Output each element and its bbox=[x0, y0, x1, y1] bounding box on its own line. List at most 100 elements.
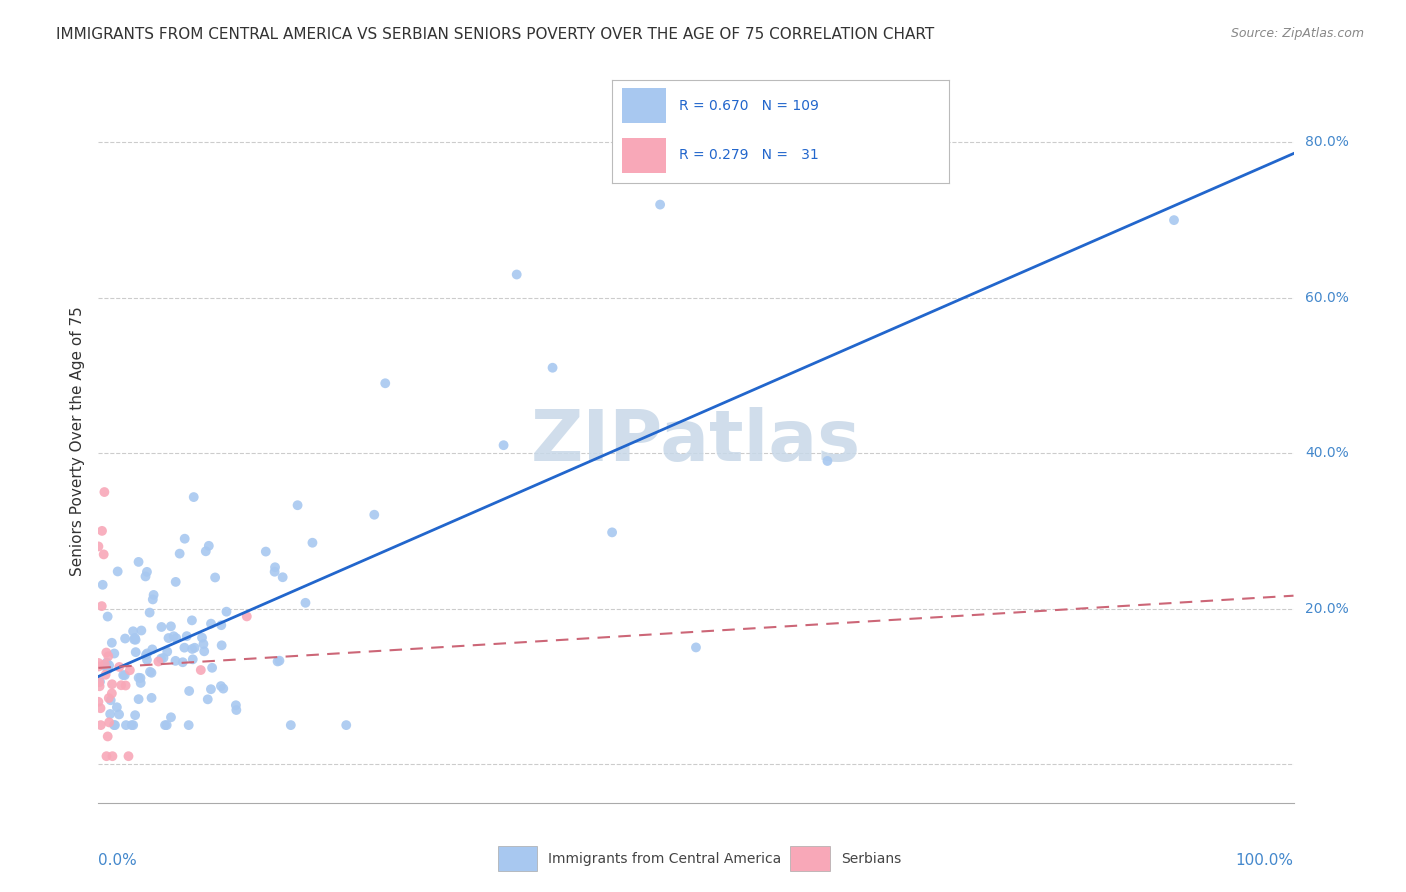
Point bbox=[110, 678, 132, 692]
Point bbox=[198, 539, 221, 553]
Point bbox=[98, 658, 121, 673]
Point bbox=[179, 684, 201, 698]
Point bbox=[173, 532, 195, 546]
Bar bbox=[621, 88, 665, 123]
Point bbox=[190, 663, 212, 677]
Point bbox=[128, 671, 150, 685]
Point bbox=[97, 649, 120, 664]
Point bbox=[1163, 213, 1185, 227]
Point bbox=[97, 691, 120, 706]
Text: R = 0.279   N =   31: R = 0.279 N = 31 bbox=[679, 148, 818, 162]
Point bbox=[160, 710, 183, 724]
Point bbox=[100, 693, 122, 707]
Point bbox=[209, 679, 232, 693]
Point bbox=[141, 690, 163, 705]
Text: 40.0%: 40.0% bbox=[1306, 446, 1350, 460]
Point bbox=[98, 715, 121, 730]
Text: Immigrants from Central America: Immigrants from Central America bbox=[548, 852, 782, 865]
Point bbox=[815, 454, 838, 468]
Point bbox=[194, 544, 217, 558]
Text: Source: ZipAtlas.com: Source: ZipAtlas.com bbox=[1230, 27, 1364, 40]
Point bbox=[101, 636, 124, 650]
Point bbox=[157, 631, 180, 645]
Point bbox=[506, 268, 529, 282]
Point bbox=[101, 677, 124, 691]
Point bbox=[225, 703, 247, 717]
Point bbox=[118, 663, 141, 677]
Point bbox=[152, 650, 174, 665]
Point bbox=[129, 676, 152, 690]
Point bbox=[150, 620, 173, 634]
Point bbox=[225, 698, 247, 713]
Text: 80.0%: 80.0% bbox=[1306, 136, 1350, 150]
Point bbox=[141, 665, 163, 680]
Point bbox=[90, 599, 112, 613]
Point bbox=[91, 578, 114, 592]
Point bbox=[114, 632, 136, 646]
Point bbox=[87, 695, 110, 709]
Point bbox=[236, 609, 259, 624]
Point bbox=[150, 651, 173, 665]
Point bbox=[103, 718, 125, 732]
Point bbox=[183, 490, 205, 504]
Point bbox=[193, 637, 215, 651]
Point bbox=[125, 645, 148, 659]
Point bbox=[121, 718, 143, 732]
Point bbox=[172, 655, 194, 669]
Point bbox=[122, 624, 145, 639]
Point bbox=[163, 629, 186, 643]
Point bbox=[177, 718, 200, 732]
Point bbox=[124, 631, 146, 645]
Point bbox=[191, 631, 214, 645]
Point bbox=[139, 665, 162, 679]
Point bbox=[97, 662, 120, 676]
Text: R = 0.670   N = 109: R = 0.670 N = 109 bbox=[679, 99, 818, 113]
Point bbox=[93, 485, 115, 500]
Text: ZIPatlas: ZIPatlas bbox=[531, 407, 860, 476]
Point bbox=[600, 525, 623, 540]
Point bbox=[335, 718, 357, 732]
Point bbox=[212, 681, 235, 696]
Point bbox=[142, 588, 165, 602]
Point bbox=[169, 547, 191, 561]
Point bbox=[280, 718, 302, 732]
Point bbox=[685, 640, 707, 655]
Point bbox=[96, 656, 118, 670]
Point bbox=[363, 508, 385, 522]
Point bbox=[96, 646, 118, 660]
Point bbox=[87, 659, 110, 673]
Point bbox=[94, 667, 117, 681]
Point bbox=[209, 618, 232, 632]
Point bbox=[105, 700, 128, 714]
Point bbox=[108, 707, 131, 722]
Point bbox=[87, 656, 110, 670]
Point bbox=[91, 524, 114, 538]
Point bbox=[160, 619, 183, 633]
Point bbox=[124, 708, 146, 723]
Point bbox=[269, 654, 291, 668]
Text: 100.0%: 100.0% bbox=[1236, 854, 1294, 869]
Point bbox=[215, 605, 238, 619]
Point bbox=[211, 638, 233, 652]
Y-axis label: Seniors Poverty Over the Age of 75: Seniors Poverty Over the Age of 75 bbox=[69, 307, 84, 576]
Point bbox=[122, 632, 145, 647]
Point bbox=[136, 653, 159, 667]
Point bbox=[193, 644, 215, 658]
Point bbox=[89, 701, 111, 715]
Text: 20.0%: 20.0% bbox=[1306, 601, 1350, 615]
Point bbox=[128, 692, 150, 706]
Point bbox=[201, 661, 224, 675]
Point bbox=[117, 749, 139, 764]
Point bbox=[153, 718, 176, 732]
Point bbox=[114, 668, 136, 682]
Point bbox=[98, 706, 121, 721]
Point bbox=[115, 718, 138, 732]
Point bbox=[271, 570, 294, 584]
Point bbox=[264, 560, 287, 574]
Text: 0.0%: 0.0% bbox=[98, 854, 138, 869]
Point bbox=[294, 596, 316, 610]
Point bbox=[97, 609, 120, 624]
Point bbox=[176, 629, 198, 643]
Point bbox=[301, 535, 323, 549]
Point bbox=[181, 642, 204, 657]
